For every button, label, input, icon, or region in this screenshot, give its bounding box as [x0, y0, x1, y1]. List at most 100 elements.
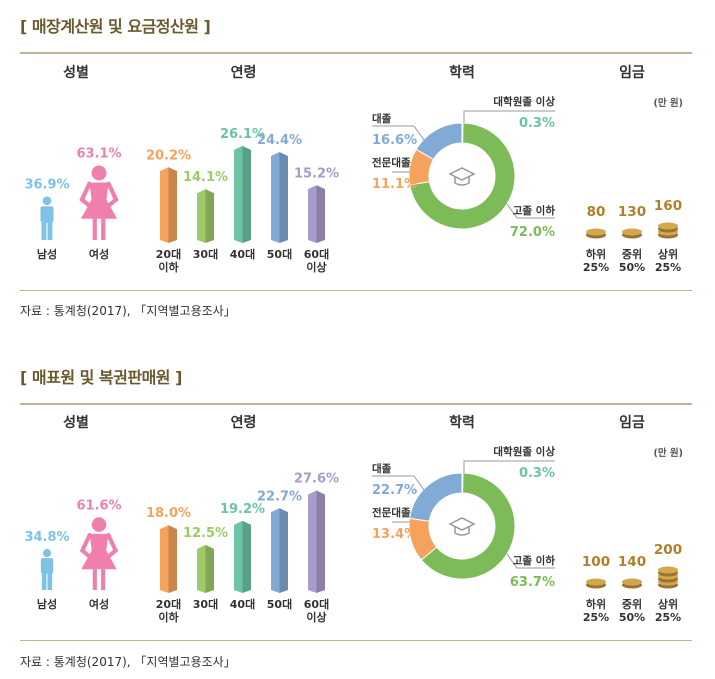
age-category-label: 30대: [193, 597, 218, 611]
bar-side: [316, 490, 325, 593]
bar: [308, 185, 325, 243]
male-leg: [41, 572, 47, 590]
bar-side: [168, 167, 177, 243]
age-value-label: 20.2%: [146, 148, 191, 163]
leader-line: [506, 203, 555, 219]
graduation-cap-icon: [431, 145, 493, 207]
gender-value-label: 63.1%: [76, 147, 121, 162]
male-head: [42, 196, 52, 206]
education-slice: [408, 472, 463, 522]
age-value-label: 22.7%: [257, 489, 302, 504]
female-dress: [80, 182, 118, 219]
male-leg: [41, 221, 47, 240]
bar: [234, 520, 251, 593]
label-line: 60대: [304, 597, 329, 611]
bar-front: [308, 490, 317, 593]
gender-category-label: 남성: [37, 597, 57, 611]
bar-side: [279, 152, 288, 243]
bar-side: [242, 520, 251, 593]
label-line: 중위: [622, 248, 642, 261]
female-head: [91, 517, 107, 532]
coin-face: [622, 578, 642, 586]
education-value-label: 63.7%: [510, 575, 555, 590]
header-line: [20, 403, 692, 405]
header-wage: 임금: [619, 65, 645, 81]
education-value-label: 22.7%: [372, 483, 417, 498]
gender-category-label: 남성: [37, 247, 57, 261]
bar-front: [271, 152, 280, 243]
female-arm: [79, 181, 92, 208]
label-line: 50%: [619, 611, 645, 624]
label-line: 하위: [586, 597, 606, 611]
female-leg: [92, 218, 97, 240]
header-gender: 성별: [63, 65, 89, 81]
bar-side: [316, 185, 325, 243]
wage-unit-label: (만 원): [654, 447, 683, 459]
education-value-label: 0.3%: [519, 116, 555, 131]
age-category-label: 40대: [230, 247, 255, 261]
label-line: 50%: [619, 261, 645, 274]
bar-side: [168, 525, 177, 593]
education-category-label: 전문대졸: [372, 156, 411, 169]
wage-value-label: 160: [654, 198, 682, 214]
age-category-label: 50대: [267, 247, 292, 261]
divider: [20, 640, 692, 641]
bar-front: [160, 167, 169, 243]
bar-side: [205, 545, 214, 593]
label-line: 하위: [586, 247, 606, 261]
section-chart: 36.9% 남성 63.1% 여성 20.2% 20대 이하 14.1% 30대 26.1% 40대…: [24, 95, 683, 274]
wage-category-label: 하위 25%: [583, 597, 609, 624]
education-category-label: 대졸: [372, 112, 392, 125]
age-value-label: 12.5%: [183, 526, 228, 541]
bar-front: [308, 185, 317, 243]
header-age: 연령: [230, 415, 257, 431]
coin-face: [658, 222, 678, 230]
gender-category-label: 여성: [89, 597, 109, 611]
bar-side: [279, 508, 288, 593]
header-education: 학력: [449, 415, 475, 431]
coin-face: [586, 228, 606, 236]
education-value-label: 16.6%: [372, 133, 417, 148]
female-leg: [101, 569, 106, 590]
female-leg: [101, 218, 106, 240]
female-arm: [79, 532, 92, 558]
cap-base: [454, 527, 470, 536]
bar: [160, 167, 177, 243]
age-value-label: 19.2%: [220, 502, 265, 517]
age-value-label: 26.1%: [220, 127, 265, 142]
bar: [271, 152, 288, 243]
cap-bg: [431, 495, 493, 557]
label-line: 60대: [304, 247, 329, 261]
label-line: 25%: [655, 261, 681, 274]
age-category-label: 30대: [193, 247, 218, 261]
female-figure: [79, 165, 119, 240]
divider: [20, 290, 692, 291]
label-line: 이상: [306, 610, 326, 624]
education-value-label: 0.3%: [519, 466, 555, 481]
education-category-label: 대학원졸 이상: [493, 95, 555, 108]
age-value-label: 14.1%: [183, 170, 228, 185]
cap-top: [448, 167, 476, 181]
age-category-label: 60대 이상: [304, 597, 329, 624]
bar-front: [197, 545, 206, 593]
leader-line: [506, 553, 555, 569]
wage-value-label: 140: [618, 554, 646, 570]
age-value-label: 24.4%: [257, 133, 302, 148]
label-line: 중위: [622, 598, 642, 611]
header-line: [20, 52, 692, 54]
wage-category-label: 상위 25%: [655, 247, 681, 274]
male-figure: [40, 196, 54, 240]
wage-unit-label: (만 원): [654, 97, 683, 109]
bar-front: [271, 508, 280, 593]
female-arm: [106, 181, 119, 208]
label-line: 20대: [156, 597, 181, 611]
bar: [197, 189, 214, 243]
cap-base: [454, 177, 470, 186]
source-note: 자료 : 통계청(2017), 「지역별고용조사」: [20, 655, 236, 669]
wage-category-label: 상위 25%: [655, 597, 681, 624]
bar: [197, 545, 214, 593]
label-line: 20대: [156, 247, 181, 261]
bar-front: [197, 189, 206, 243]
education-value-label: 13.4%: [372, 527, 417, 542]
bar-front: [234, 520, 243, 593]
